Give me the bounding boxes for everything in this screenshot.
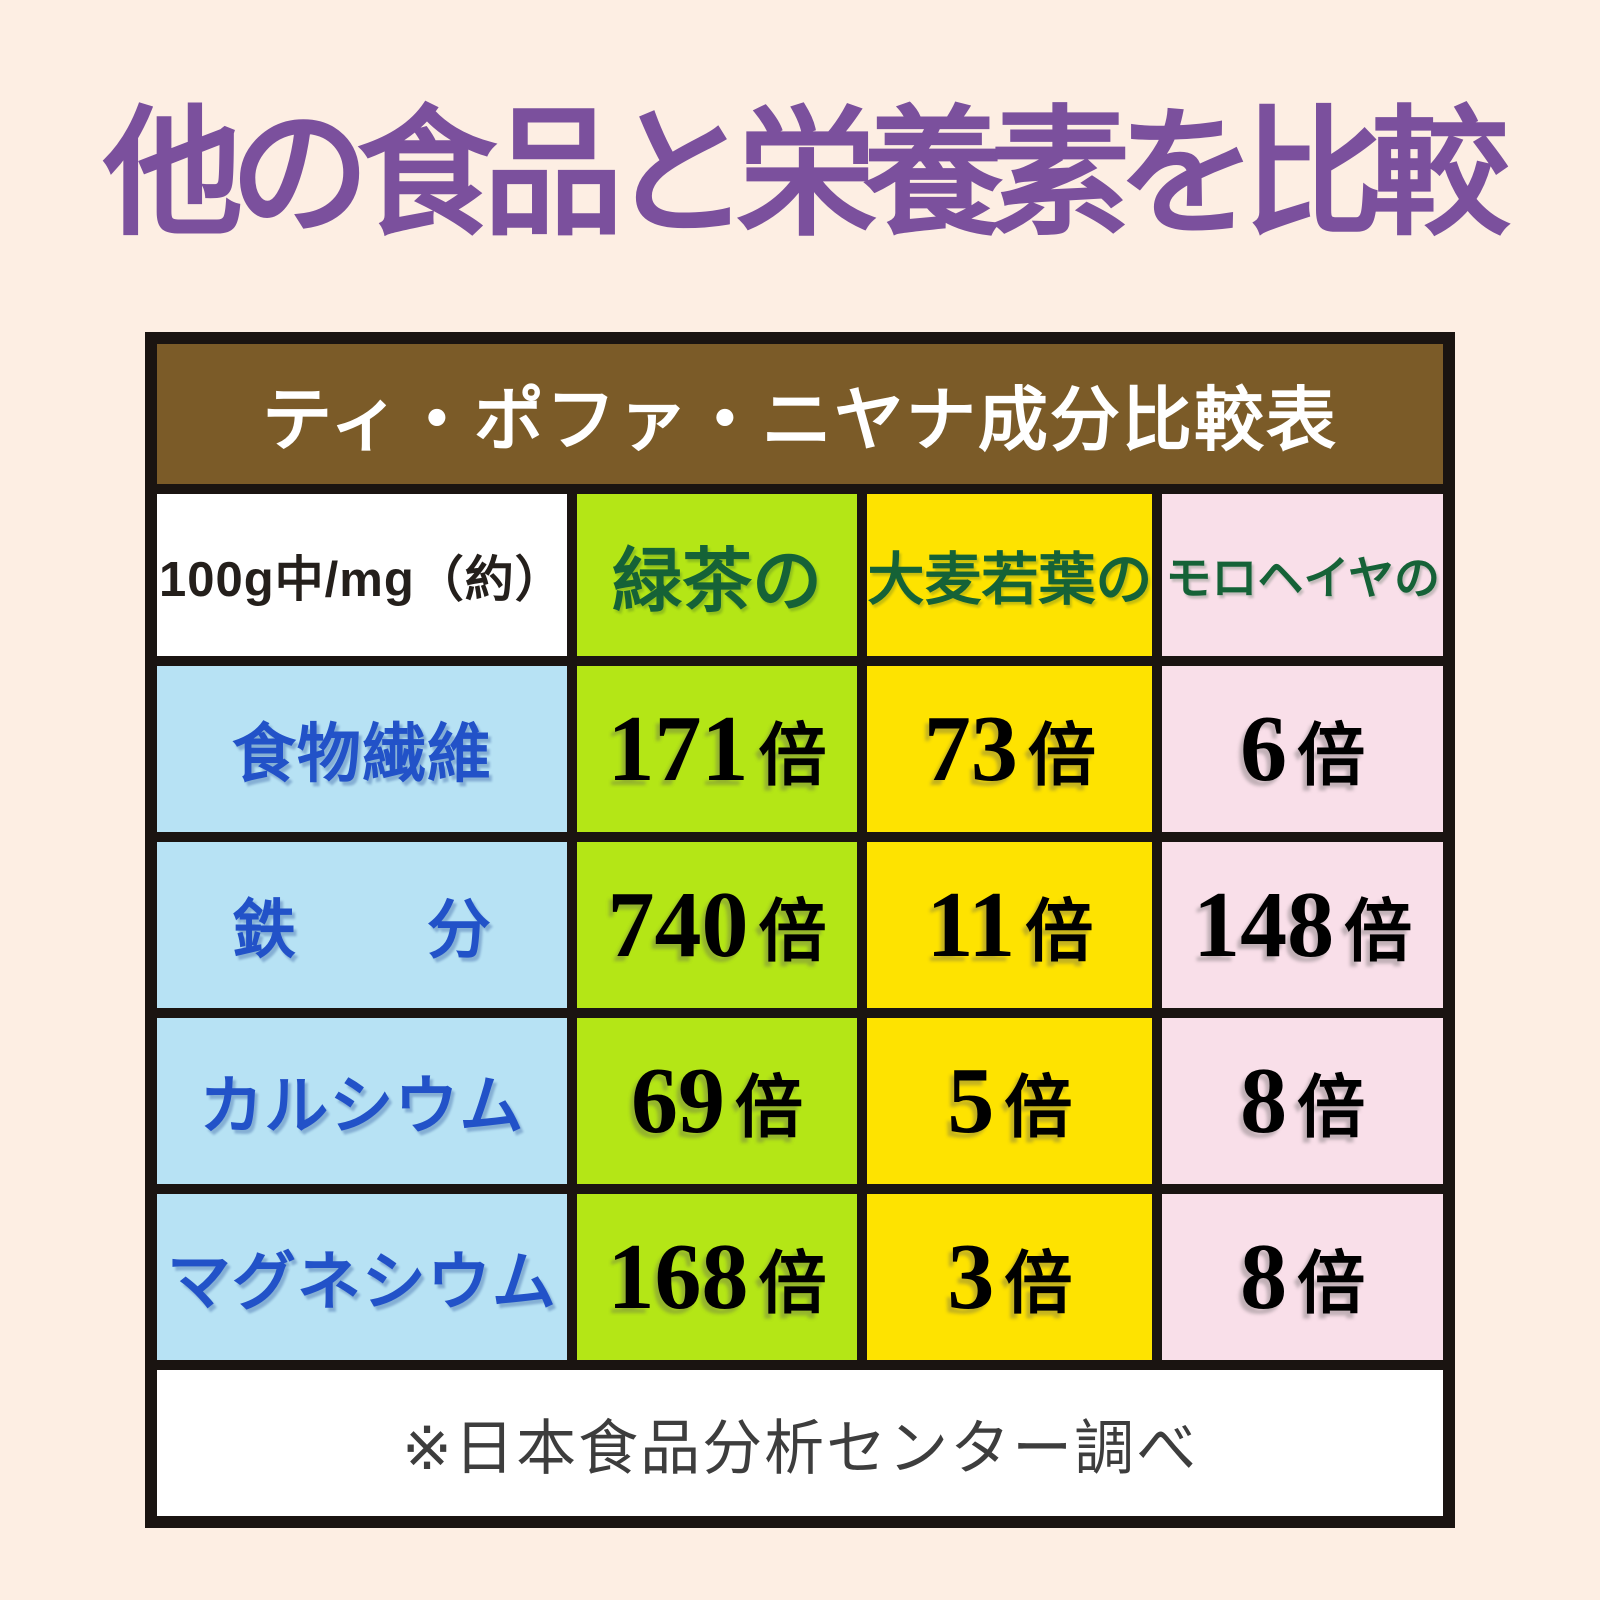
unit-header-cell: 100g中/mg（約） xyxy=(157,494,567,656)
row-label-magnesium: マグネシウム xyxy=(157,1194,567,1360)
value-number: 171 xyxy=(607,697,749,801)
row-label-calcium-text: カルシウム xyxy=(199,1070,525,1142)
value-magnesium-green-tea: 168 倍 xyxy=(576,1194,858,1360)
value-number: 8 xyxy=(1240,1225,1288,1329)
unit-label: 100g中/mg（約） xyxy=(158,552,565,607)
row-label-dietary-fiber: 食物繊維 xyxy=(157,666,567,832)
row-label-iron: 鉄 分 xyxy=(157,842,567,1008)
value-iron-green-tea: 740 倍 xyxy=(576,842,858,1008)
page-title: 他の食品と栄養素を比較 xyxy=(103,98,1510,253)
value-number: 73 xyxy=(923,697,1018,801)
value-number: 148 xyxy=(1193,873,1335,977)
row-label-dietary-fiber-text: 食物繊維 xyxy=(231,718,492,790)
table-title-bar: ティ・ポファ・ニヤナ成分比較表 xyxy=(157,344,1443,484)
value-number: 11 xyxy=(926,873,1016,977)
comparison-table: ティ・ポファ・ニヤナ成分比較表 100g中/mg（約） 緑茶の 大麦若葉の モロ… xyxy=(145,332,1455,1528)
value-number: 6 xyxy=(1240,697,1288,801)
footnote-bar: ※日本食品分析センター調べ xyxy=(157,1370,1443,1516)
value-iron-mulukhiyah: 148 倍 xyxy=(1162,842,1443,1008)
column-header-barley-grass-label: 大麦若葉の xyxy=(867,548,1153,612)
footnote-text: ※日本食品分析センター調べ xyxy=(401,1414,1199,1482)
value-unit: 倍 xyxy=(758,1245,827,1322)
column-header-barley-grass: 大麦若葉の xyxy=(867,494,1153,656)
value-number: 69 xyxy=(631,1049,726,1153)
value-unit: 倍 xyxy=(1025,893,1094,970)
value-unit: 倍 xyxy=(758,893,827,970)
value-unit: 倍 xyxy=(735,1069,804,1146)
value-number: 3 xyxy=(947,1225,995,1329)
value-unit: 倍 xyxy=(1027,717,1096,794)
row-label-magnesium-text: マグネシウム xyxy=(166,1246,557,1318)
value-unit: 倍 xyxy=(1004,1069,1073,1146)
table-title: ティ・ポファ・ニヤナ成分比較表 xyxy=(262,380,1338,459)
value-iron-barley-grass: 11 倍 xyxy=(867,842,1153,1008)
value-number: 168 xyxy=(607,1225,749,1329)
value-number: 5 xyxy=(947,1049,995,1153)
row-label-iron-text: 鉄 分 xyxy=(231,894,492,966)
column-header-mulukhiyah-label: モロヘイヤの xyxy=(1165,552,1440,604)
column-header-green-tea: 緑茶の xyxy=(576,494,858,656)
value-unit: 倍 xyxy=(1297,717,1366,794)
value-calcium-green-tea: 69 倍 xyxy=(576,1018,858,1184)
value-fiber-green-tea: 171 倍 xyxy=(576,666,858,832)
value-unit: 倍 xyxy=(1004,1245,1073,1322)
value-unit: 倍 xyxy=(1297,1069,1366,1146)
row-label-calcium: カルシウム xyxy=(157,1018,567,1184)
column-header-mulukhiyah: モロヘイヤの xyxy=(1162,494,1443,656)
value-unit: 倍 xyxy=(758,717,827,794)
value-unit: 倍 xyxy=(1344,893,1413,970)
column-header-green-tea-label: 緑茶の xyxy=(612,541,823,620)
value-number: 740 xyxy=(607,873,749,977)
value-fiber-barley-grass: 73 倍 xyxy=(867,666,1153,832)
value-unit: 倍 xyxy=(1297,1245,1366,1322)
value-number: 8 xyxy=(1240,1049,1288,1153)
